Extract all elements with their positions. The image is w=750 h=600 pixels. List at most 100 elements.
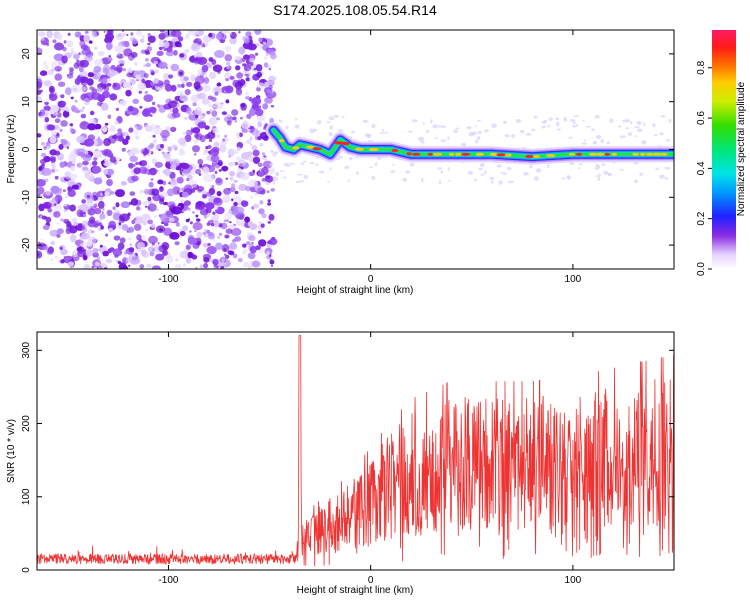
noise-blob [206, 110, 211, 115]
noise-blob [99, 244, 103, 248]
noise-blob [116, 64, 123, 73]
noise-blob [333, 114, 339, 118]
noise-blob [65, 87, 72, 96]
noise-blob [43, 155, 51, 163]
noise-blob [297, 173, 304, 176]
colorbar-gradient [712, 30, 736, 269]
noise-blob [43, 145, 47, 150]
noise-blob [236, 72, 244, 79]
noise-blob [229, 170, 236, 177]
noise-blob [232, 79, 240, 88]
noise-blob [159, 191, 168, 198]
noise-blob [163, 227, 173, 236]
noise-blob [182, 225, 189, 232]
noise-blob [126, 33, 129, 37]
ridge-hotspot [489, 152, 499, 156]
noise-blob [285, 165, 292, 167]
noise-blob [192, 102, 197, 107]
noise-blob [329, 125, 333, 130]
noise-blob [93, 65, 102, 73]
noise-blob [254, 52, 259, 56]
noise-blob [209, 71, 217, 80]
snr-frame [36, 331, 675, 571]
noise-blob [103, 168, 109, 175]
noise-blob [183, 200, 191, 206]
noise-blob [143, 154, 146, 157]
noise-blob [46, 248, 54, 255]
noise-blob [92, 191, 98, 197]
noise-blob [37, 133, 42, 138]
noise-blob [117, 260, 122, 265]
noise-blob [128, 237, 132, 241]
noise-blob [221, 111, 227, 116]
noise-blob [257, 121, 263, 128]
ridge-hotspot [432, 152, 443, 156]
noise-blob [177, 68, 181, 71]
noise-blob [120, 181, 127, 186]
noise-blob [207, 232, 215, 240]
noise-blob [38, 31, 46, 37]
noise-blob [208, 57, 214, 62]
noise-blob [215, 178, 222, 184]
noise-blob [109, 125, 116, 132]
noise-blob [144, 188, 150, 195]
noise-blob [155, 202, 158, 205]
noise-blob [66, 146, 69, 150]
noise-blob [103, 30, 106, 33]
noise-blob [122, 224, 129, 231]
noise-blob [131, 175, 139, 182]
noise-blob [409, 162, 415, 167]
noise-blob [221, 30, 229, 35]
noise-blob [66, 40, 74, 48]
noise-blob [129, 191, 136, 196]
noise-blob [195, 266, 198, 269]
noise-blob [248, 108, 256, 117]
noise-blob [231, 198, 234, 202]
noise-blob [81, 86, 87, 92]
noise-blob [153, 77, 159, 84]
noise-blob [471, 131, 477, 136]
noise-blob [247, 252, 256, 260]
noise-blob [108, 55, 111, 58]
noise-blob [75, 148, 87, 157]
noise-blob [51, 258, 53, 261]
noise-blob [166, 255, 174, 264]
noise-blob [275, 172, 279, 176]
noise-blob [144, 205, 148, 208]
noise-blob [368, 166, 374, 169]
noise-blob [214, 66, 218, 69]
snr-y-tick-label: 300 [21, 342, 32, 359]
noise-blob [100, 102, 109, 111]
noise-blob [133, 61, 138, 66]
noise-blob [126, 72, 133, 78]
noise-blob [432, 124, 438, 129]
noise-blob [405, 170, 411, 174]
noise-blob [185, 108, 187, 111]
noise-blob [592, 140, 597, 145]
noise-blob [525, 133, 532, 136]
noise-blob [50, 185, 60, 194]
noise-blob [507, 180, 514, 184]
noise-blob [189, 221, 193, 225]
noise-blob [60, 248, 68, 256]
noise-blob [476, 119, 482, 122]
noise-blob [183, 263, 186, 267]
noise-blob [54, 255, 58, 259]
noise-blob [263, 83, 269, 88]
noise-blob [87, 72, 95, 78]
noise-blob [70, 51, 77, 56]
noise-blob [74, 78, 81, 85]
noise-blob [197, 158, 204, 165]
noise-blob [214, 101, 224, 110]
noise-blob [134, 223, 142, 231]
noise-blob [72, 87, 78, 92]
noise-blob [209, 108, 213, 112]
noise-blob [515, 119, 522, 123]
noise-blob [590, 128, 595, 131]
noise-blob [263, 155, 267, 158]
noise-blob [123, 48, 133, 57]
noise-blob [93, 203, 98, 208]
noise-blob [44, 65, 49, 70]
noise-blob [119, 213, 130, 222]
noise-blob [185, 257, 192, 264]
